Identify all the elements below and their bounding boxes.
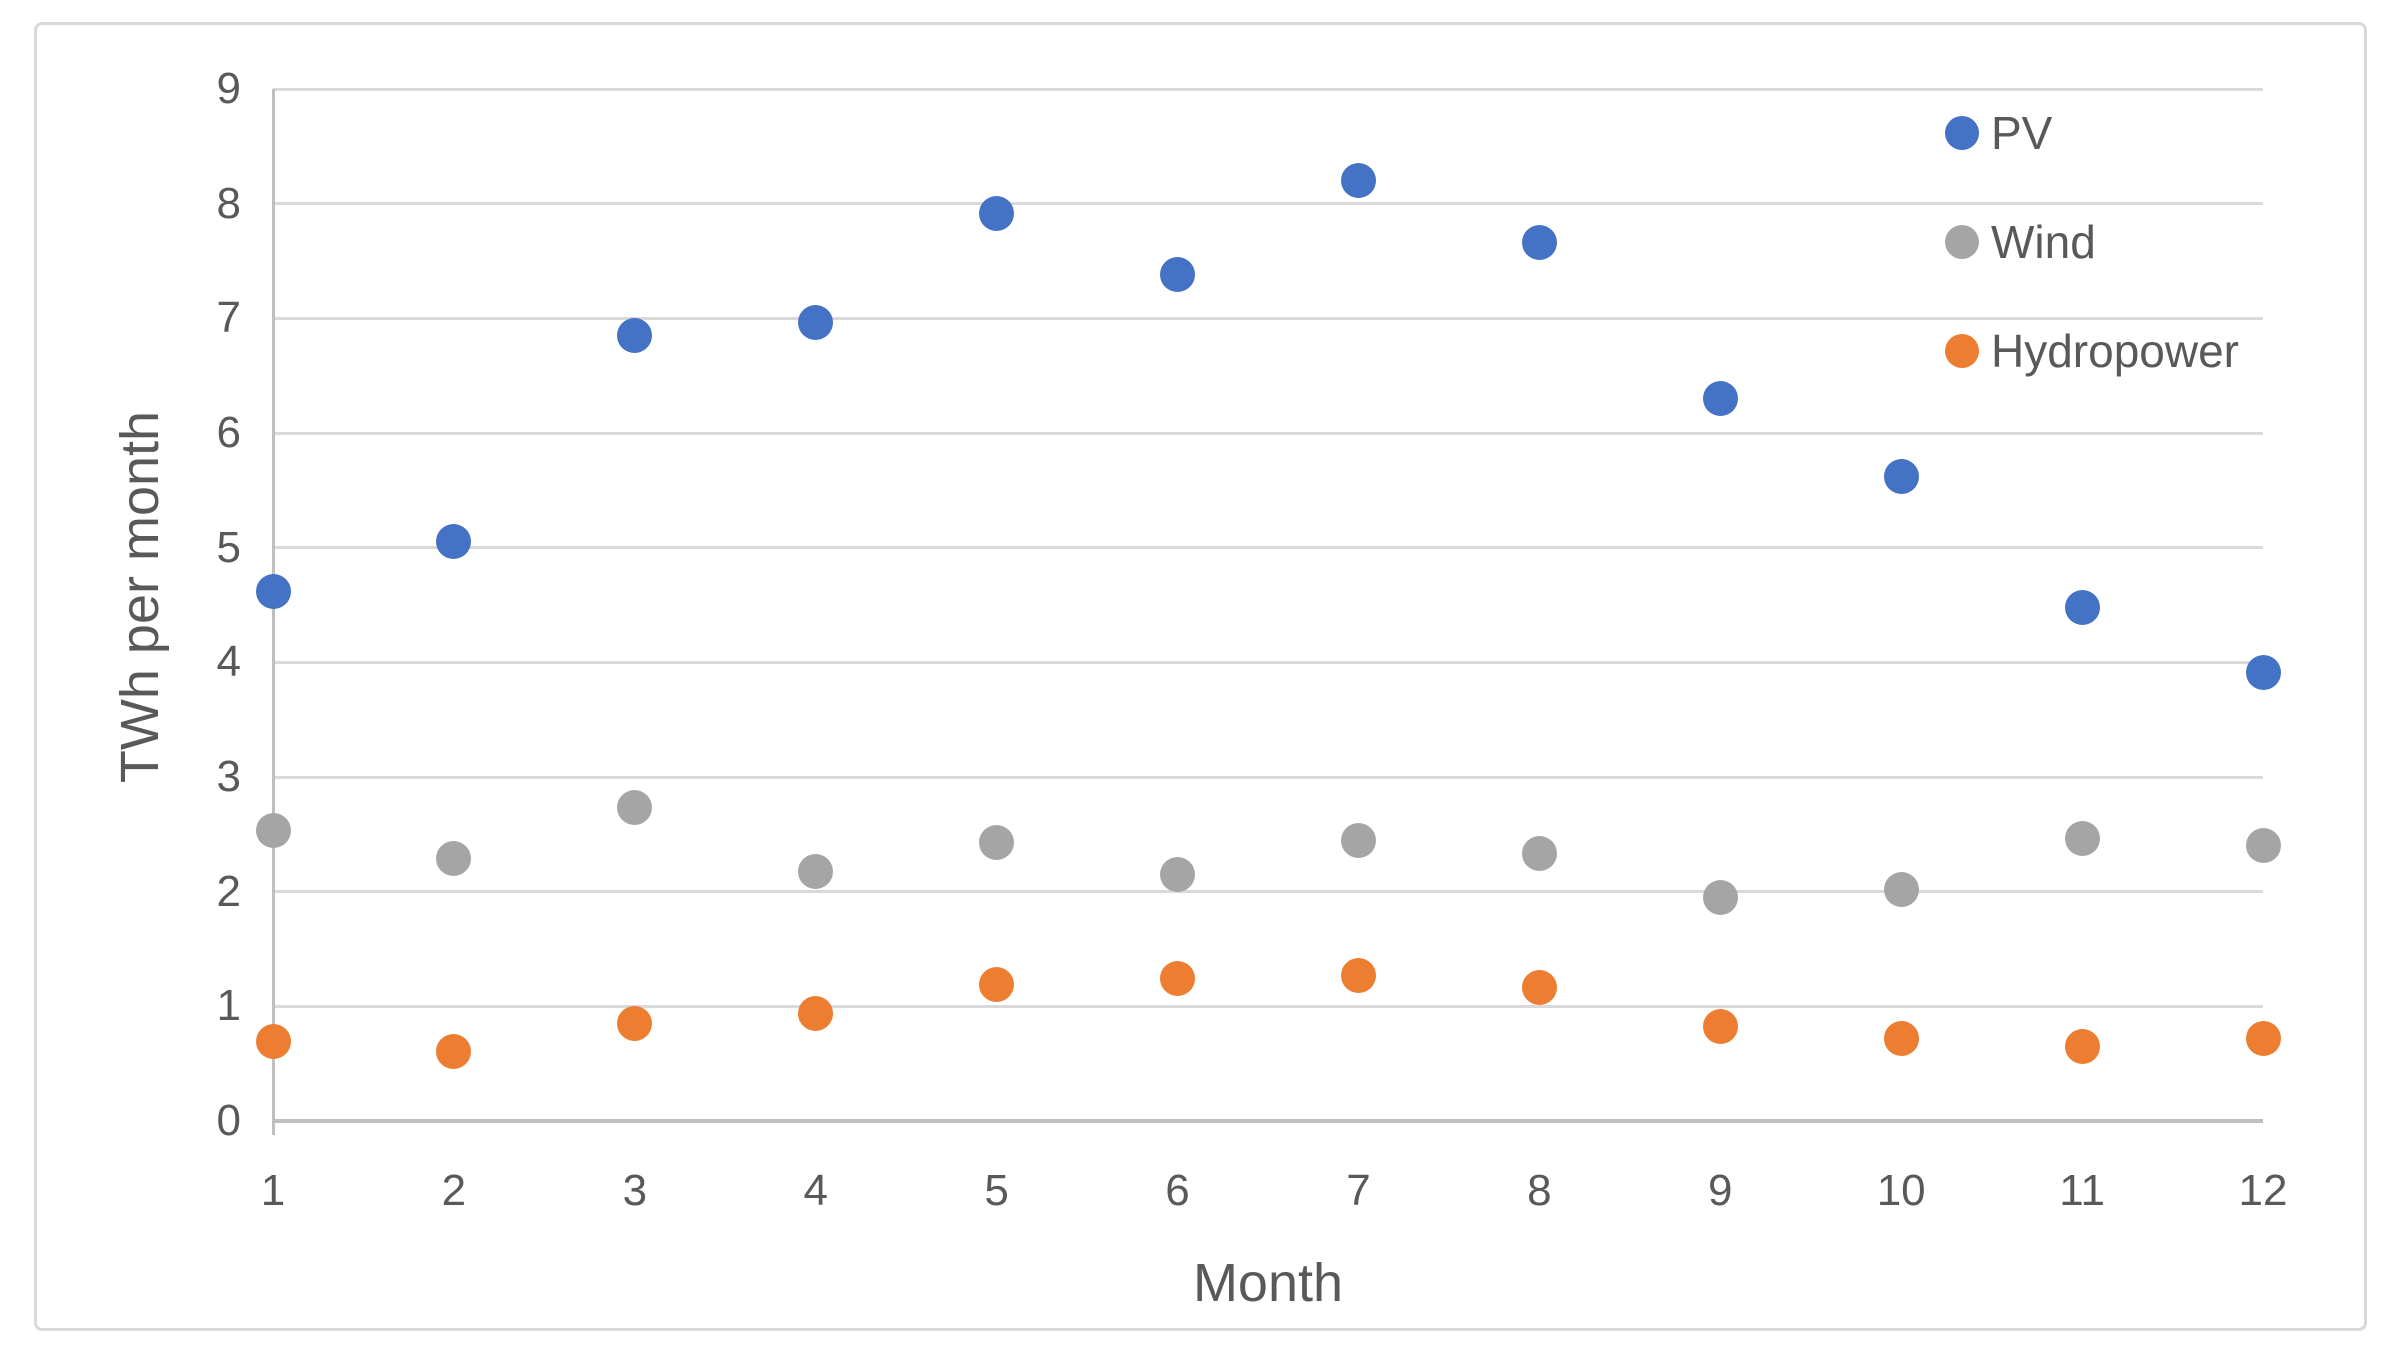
data-point-wind-month-3 xyxy=(617,790,653,826)
legend-item-hydropower: Hydropower xyxy=(1945,323,2239,379)
data-point-pv-month-1 xyxy=(255,573,291,609)
wind-series-marker-icon xyxy=(1945,225,1979,259)
y-axis-line xyxy=(271,89,275,1135)
x-axis-title: Month xyxy=(1192,1253,1344,1313)
data-point-wind-month-10 xyxy=(1883,871,1919,907)
legend-label-wind: Wind xyxy=(1991,216,2096,268)
x-tick-label-10: 10 xyxy=(1876,1166,1926,1215)
data-point-wind-month-4 xyxy=(798,853,834,889)
gridline-y3 xyxy=(273,775,2263,779)
data-point-wind-month-5 xyxy=(979,824,1015,860)
gridline-y1 xyxy=(273,1004,2263,1008)
data-point-pv-month-7 xyxy=(1340,163,1376,199)
data-point-pv-month-8 xyxy=(1521,225,1557,261)
data-point-pv-month-4 xyxy=(798,305,834,341)
data-point-pv-month-3 xyxy=(617,318,653,354)
x-tick-label-5: 5 xyxy=(984,1166,1009,1215)
x-tick-label-8: 8 xyxy=(1527,1166,1552,1215)
data-point-pv-month-10 xyxy=(1883,459,1919,495)
gridline-y2 xyxy=(273,890,2263,894)
data-point-pv-month-12 xyxy=(2245,655,2281,691)
legend-label-pv: PV xyxy=(1991,107,2053,159)
data-point-wind-month-7 xyxy=(1340,822,1376,858)
data-point-hydropower-month-1 xyxy=(255,1024,291,1060)
y-tick-label-5: 5 xyxy=(216,522,241,572)
plot-area xyxy=(255,87,2281,1135)
data-point-hydropower-month-12 xyxy=(2245,1020,2281,1056)
y-tick-label-1: 1 xyxy=(216,981,241,1031)
x-tick-label-11: 11 xyxy=(2059,1166,2105,1215)
gridline-y9 xyxy=(273,87,2263,91)
data-point-hydropower-month-4 xyxy=(798,995,834,1031)
data-point-pv-month-2 xyxy=(436,524,472,560)
hydropower-series-marker-icon xyxy=(1945,334,1979,368)
x-tick-label-7: 7 xyxy=(1346,1166,1371,1215)
data-point-hydropower-month-10 xyxy=(1883,1020,1919,1056)
x-tick-label-2: 2 xyxy=(441,1166,467,1215)
y-tick-label-4: 4 xyxy=(216,637,241,687)
y-tick-label-0: 0 xyxy=(216,1096,241,1145)
data-point-wind-month-11 xyxy=(2064,821,2100,857)
x-axis-line xyxy=(273,1119,2263,1123)
data-point-wind-month-1 xyxy=(255,813,291,849)
y-tick-label-7: 7 xyxy=(216,293,241,343)
x-tick-label-3: 3 xyxy=(622,1166,648,1215)
data-point-hydropower-month-2 xyxy=(436,1033,472,1069)
data-point-hydropower-month-6 xyxy=(1160,961,1196,997)
data-point-wind-month-6 xyxy=(1160,856,1196,892)
y-tick-label-9: 9 xyxy=(216,64,241,113)
data-point-hydropower-month-11 xyxy=(2064,1028,2100,1064)
gridline-y6 xyxy=(273,431,2263,435)
legend-item-pv: PV xyxy=(1945,105,2052,161)
x-tick-label-12: 12 xyxy=(2238,1166,2288,1215)
data-point-wind-month-2 xyxy=(436,840,472,876)
gridline-y7 xyxy=(273,316,2263,320)
y-tick-label-2: 2 xyxy=(216,866,241,916)
gridline-y5 xyxy=(273,546,2263,550)
data-point-wind-month-8 xyxy=(1521,836,1557,872)
legend-item-wind: Wind xyxy=(1945,214,2096,270)
y-tick-label-6: 6 xyxy=(216,408,241,457)
data-point-wind-month-12 xyxy=(2245,828,2281,864)
data-point-hydropower-month-8 xyxy=(1521,970,1557,1006)
data-point-hydropower-month-9 xyxy=(1702,1009,1738,1045)
data-point-wind-month-9 xyxy=(1702,879,1738,915)
legend-label-hydropower: Hydropower xyxy=(1991,325,2239,377)
data-point-hydropower-month-3 xyxy=(617,1006,653,1042)
data-point-hydropower-month-5 xyxy=(979,967,1015,1003)
y-axis-title: TWh per month xyxy=(110,410,170,784)
y-tick-label-8: 8 xyxy=(216,178,241,228)
data-point-pv-month-5 xyxy=(979,196,1015,232)
x-tick-label-4: 4 xyxy=(803,1166,828,1215)
x-tick-label-1: 1 xyxy=(260,1166,286,1215)
gridline-y4 xyxy=(273,660,2263,664)
data-point-pv-month-9 xyxy=(1702,381,1738,417)
data-point-pv-month-11 xyxy=(2064,589,2100,625)
x-tick-label-6: 6 xyxy=(1165,1166,1190,1215)
pv-series-marker-icon xyxy=(1945,116,1979,150)
data-point-pv-month-6 xyxy=(1160,257,1196,293)
data-point-hydropower-month-7 xyxy=(1340,957,1376,993)
y-tick-label-3: 3 xyxy=(216,752,241,801)
gridline-y8 xyxy=(273,202,2263,206)
x-tick-label-9: 9 xyxy=(1708,1166,1733,1215)
